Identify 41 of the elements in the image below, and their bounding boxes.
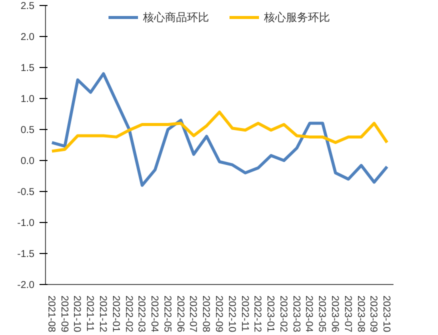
x-tick-label: 2023-01 bbox=[264, 296, 276, 333]
x-tick-label: 2023-07 bbox=[342, 296, 353, 333]
x-tick-label: 2021-08 bbox=[45, 296, 56, 333]
x-tick-label: 2022-07 bbox=[187, 296, 198, 333]
x-tick-label: 2021-10 bbox=[71, 296, 82, 333]
x-tick-label: 2022-10 bbox=[226, 296, 237, 333]
y-tick-label: 0.0 bbox=[20, 156, 35, 167]
x-tick-label: 2022-12 bbox=[252, 296, 263, 333]
x-tick-label: 2023-06 bbox=[329, 296, 340, 333]
y-tick-label: -1.5 bbox=[17, 249, 35, 260]
x-tick-label: 2023-04 bbox=[303, 296, 314, 333]
line-series bbox=[50, 72, 389, 187]
y-tick-label: 2.0 bbox=[20, 32, 35, 43]
y-tick-label: 2.5 bbox=[20, 1, 35, 12]
x-tick-label: 2022-05 bbox=[161, 296, 172, 333]
x-tick-label: 2023-03 bbox=[290, 296, 302, 333]
y-tick-label: -2.0 bbox=[17, 280, 35, 291]
x-tick-label: 2021-11 bbox=[84, 296, 96, 332]
x-tick-label: 2022-11 bbox=[238, 296, 250, 332]
y-tick-label: 0.5 bbox=[20, 125, 35, 136]
x-tick-label: 2022-09 bbox=[213, 296, 224, 333]
x-tick-label: 2022-08 bbox=[200, 296, 212, 333]
y-tick-label: -1.0 bbox=[17, 218, 35, 229]
x-tick-label: 2022-03 bbox=[136, 296, 147, 333]
line-series bbox=[50, 110, 389, 153]
x-tick-label: 2022-04 bbox=[148, 296, 160, 333]
x-tick-label: 2023-02 bbox=[277, 296, 288, 333]
x-tick-label: 2021-09 bbox=[58, 296, 70, 333]
x-tick-label: 2022-06 bbox=[174, 296, 186, 333]
x-tick-label: 2023-05 bbox=[316, 296, 328, 333]
y-tick-label: 1.0 bbox=[20, 94, 35, 105]
y-tick-label: -0.5 bbox=[17, 187, 35, 198]
x-tick-label: 2021-12 bbox=[97, 296, 108, 333]
x-tick-label: 2023-10 bbox=[380, 296, 392, 333]
x-tick-label: 2022-01 bbox=[110, 296, 121, 333]
legend-label: 核心服务环比 bbox=[264, 10, 330, 24]
x-tick-label: 2022-02 bbox=[122, 296, 134, 333]
y-tick-label: 1.5 bbox=[20, 63, 35, 74]
legend-label: 核心商品环比 bbox=[143, 10, 209, 24]
x-tick-label: 2023-09 bbox=[368, 296, 379, 333]
x-tick-label: 2023-08 bbox=[354, 296, 366, 333]
